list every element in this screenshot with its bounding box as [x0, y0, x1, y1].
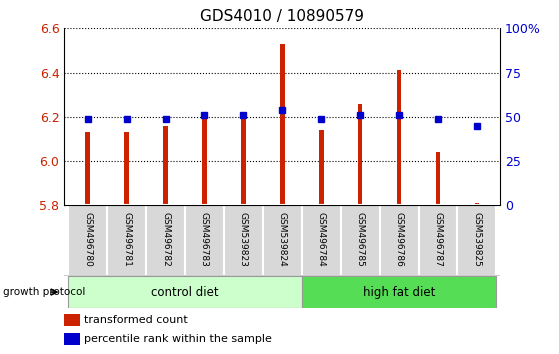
- Bar: [302, 205, 340, 276]
- Text: growth protocol: growth protocol: [3, 287, 85, 297]
- Bar: [64, 314, 80, 326]
- Bar: [68, 205, 107, 276]
- Bar: [380, 205, 419, 276]
- Bar: [457, 205, 496, 276]
- Bar: [64, 333, 80, 346]
- Text: percentile rank within the sample: percentile rank within the sample: [84, 335, 272, 344]
- Text: GSM496786: GSM496786: [395, 212, 404, 267]
- Text: GSM539825: GSM539825: [472, 212, 481, 267]
- Bar: [224, 205, 263, 276]
- Bar: [263, 205, 302, 276]
- Text: high fat diet: high fat diet: [363, 286, 435, 298]
- Bar: [340, 205, 380, 276]
- Bar: [241, 115, 246, 205]
- Bar: [475, 203, 479, 205]
- Bar: [419, 205, 457, 276]
- Bar: [280, 44, 285, 205]
- Text: transformed count: transformed count: [84, 315, 188, 325]
- Text: control diet: control diet: [151, 286, 219, 298]
- Bar: [358, 103, 362, 205]
- Bar: [107, 205, 146, 276]
- Bar: [68, 276, 302, 308]
- Bar: [319, 130, 324, 205]
- Bar: [202, 115, 207, 205]
- Text: GSM496781: GSM496781: [122, 212, 131, 267]
- Text: GSM496783: GSM496783: [200, 212, 209, 267]
- Bar: [397, 70, 401, 205]
- Text: GSM496782: GSM496782: [161, 212, 170, 267]
- Bar: [124, 132, 129, 205]
- Bar: [435, 152, 440, 205]
- Bar: [185, 205, 224, 276]
- Bar: [302, 276, 496, 308]
- Text: GSM496785: GSM496785: [356, 212, 364, 267]
- Bar: [163, 126, 168, 205]
- Text: GSM496787: GSM496787: [434, 212, 443, 267]
- Text: GSM496780: GSM496780: [83, 212, 92, 267]
- Text: GSM496784: GSM496784: [317, 212, 326, 267]
- Text: GSM539823: GSM539823: [239, 212, 248, 267]
- Text: GSM539824: GSM539824: [278, 212, 287, 267]
- Bar: [86, 132, 90, 205]
- Bar: [146, 205, 185, 276]
- Title: GDS4010 / 10890579: GDS4010 / 10890579: [200, 9, 364, 24]
